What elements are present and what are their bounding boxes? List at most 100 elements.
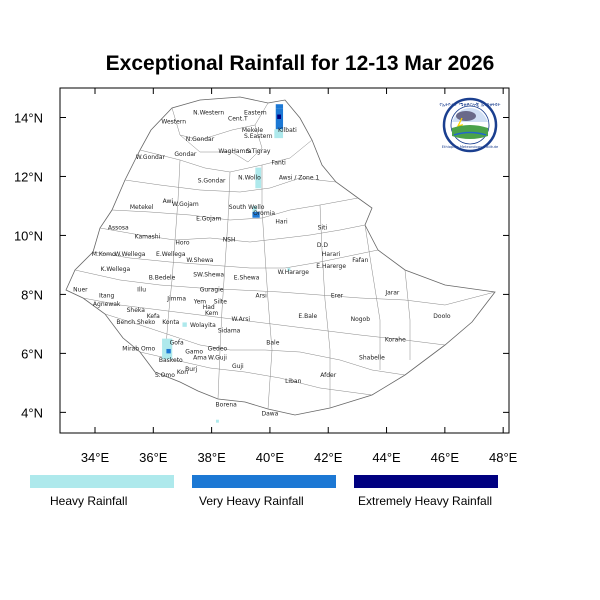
region-label: Eastern (244, 110, 267, 117)
region-label: Jimma (166, 295, 186, 302)
region-label: Kilbati (278, 127, 297, 134)
region-label: W.Shewa (186, 257, 213, 264)
rain-layer (162, 104, 291, 423)
region-label: E.Shewa (234, 275, 260, 282)
region-label: Gedeo (208, 345, 228, 352)
region-label: Borena (216, 401, 238, 408)
region-label: Kamashi (135, 233, 161, 240)
region-label: W.Guji (208, 354, 227, 361)
region-label: E.Harerge (316, 263, 346, 270)
zone-boundaries (74, 102, 496, 410)
region-label: W.Hararge (278, 269, 310, 276)
region-label: M.Komo (92, 251, 116, 258)
y-tick-label: 4°N (21, 405, 43, 420)
x-tick-label: 34°E (81, 450, 110, 465)
region-label: Erer (331, 292, 344, 299)
region-label: E.Gojam (196, 216, 221, 223)
region-label: Oromia (253, 210, 275, 217)
region-label: W.Gondar (136, 154, 166, 161)
region-label: Kefa (147, 313, 160, 320)
region-label: S.Tigray (246, 148, 271, 155)
region-label: Awsi / Zone 1 (279, 174, 320, 181)
region-label: WagHamra (218, 148, 252, 155)
legend-swatch-extremely-heavy (354, 475, 498, 488)
region-label: Bench Sheko (116, 319, 155, 326)
legend-label-extremely-heavy: Extremely Heavy Rainfall (358, 494, 493, 508)
region-label: Sheka (127, 307, 146, 314)
region-label: Arsi (255, 292, 267, 299)
plot-frame (59, 87, 510, 434)
axes: 34°E 36°E 38°E 40°E 42°E 44°E 46°E 48°E 4°N 6°N 8°… (14, 88, 518, 465)
region-label: Guji (232, 363, 244, 370)
x-tick-label: 48°E (489, 450, 518, 465)
region-label: Cent.T (228, 115, 248, 122)
x-tick-label: 38°E (197, 450, 226, 465)
x-tick-label: 44°E (372, 450, 401, 465)
legend-label-heavy: Heavy Rainfall (50, 494, 128, 508)
region-label: Konta (162, 319, 179, 326)
region-label: Nogob (351, 316, 371, 323)
region-label: N.Gondar (186, 136, 215, 143)
y-tick-label: 6°N (21, 346, 43, 361)
rain-cell (275, 108, 284, 130)
rain-cell (277, 114, 282, 119)
logo-bottom-text: Ethiopian Meteorology Institute (442, 145, 499, 149)
region-label: Hari (275, 219, 288, 226)
region-label: Siti (318, 225, 328, 232)
region-label: Itang (99, 292, 115, 299)
rain-cell (252, 211, 260, 218)
region-label: Basketo (159, 357, 183, 364)
region-label: N.Wollo (238, 174, 261, 181)
region-label: Guragie (200, 286, 224, 293)
legend-label-very-heavy: Very Heavy Rainfall (199, 494, 304, 508)
region-label: Burj (185, 366, 197, 373)
region-label: Agnewak (93, 301, 121, 308)
region-label: Liban (285, 378, 301, 385)
legend-swatch-heavy (30, 475, 174, 488)
region-label: Kem (205, 310, 218, 317)
region-label: Illu (137, 286, 146, 293)
rain-cell (255, 167, 262, 189)
region-label: Awi (163, 198, 174, 205)
map-title: Exceptional Rainfall for 12-13 Mar 2026 (105, 52, 495, 75)
region-label: B.Bedele (149, 275, 176, 282)
region-label: W.Wellega (115, 251, 146, 258)
region-label: W.Arsi (232, 316, 251, 323)
rain-cell (274, 129, 284, 139)
region-label: Doolo (433, 313, 451, 320)
x-tick-label: 46°E (431, 450, 460, 465)
region-label: Korahe (385, 337, 406, 344)
rain-cell (275, 104, 284, 109)
rain-cell (215, 419, 219, 423)
region-label: Ama (193, 354, 207, 361)
rain-cell (182, 322, 187, 327)
region-label: Gondar (174, 151, 197, 158)
region-label: Metekel (130, 204, 154, 211)
rain-cell (252, 205, 257, 212)
region-label: Gamo (185, 348, 203, 355)
region-label: Dawa (261, 410, 278, 417)
region-label: Shabelle (359, 354, 385, 361)
region-label: Wolayita (190, 322, 216, 329)
y-tick-label: 10°N (14, 228, 43, 243)
y-tick-label: 14°N (14, 110, 43, 125)
ethiopian-meteorology-institute-logo: የኢትዮጵያ ሜቲዎሮሎጂ ኢንስቲትዩት Ethiopian Meteorol… (440, 97, 501, 153)
rain-cell (166, 348, 171, 354)
region-label: SW.Shewa (193, 272, 224, 279)
region-label: Silte (214, 298, 227, 305)
y-tick-label: 8°N (21, 287, 43, 302)
region-label: N.Western (193, 110, 224, 117)
region-label: Had (203, 304, 215, 311)
x-tick-label: 40°E (256, 450, 285, 465)
region-label: K.Wellega (101, 266, 131, 273)
region-label: D.D (317, 242, 329, 249)
logo-top-text: የኢትዮጵያ ሜቲዎሮሎጂ ኢንስቲትዩት (440, 103, 501, 108)
region-label: S.Gondar (198, 177, 226, 184)
rain-cell (287, 267, 291, 271)
region-label: Afder (320, 372, 337, 379)
region-label: Fanti (271, 160, 286, 167)
region-label: NSH (223, 236, 236, 243)
region-label: Mirab Omo (122, 345, 155, 352)
region-label: Assosa (108, 225, 129, 232)
